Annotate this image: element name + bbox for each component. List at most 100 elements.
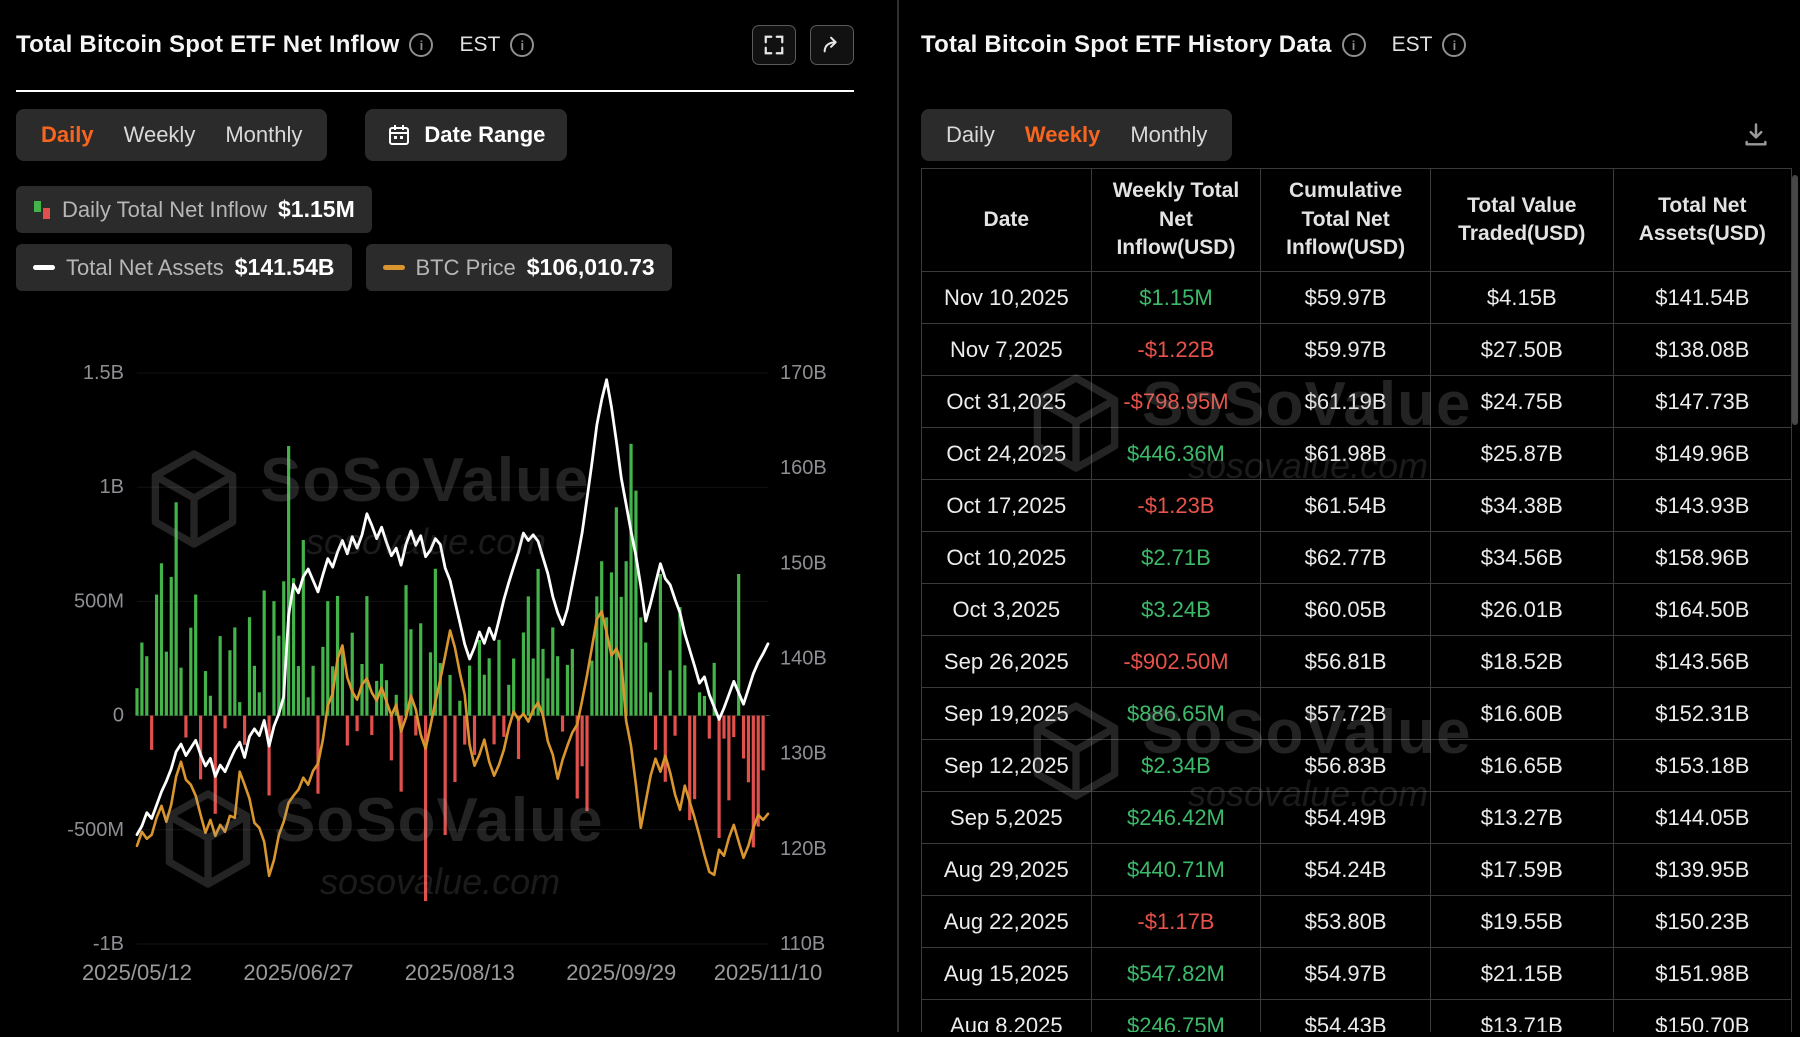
page-title: Total Bitcoin Spot ETF Net Inflow: [16, 31, 400, 58]
right-axis-label: 150B: [780, 552, 827, 574]
table-cell-traded: $24.75B: [1429, 375, 1614, 428]
inflow-bar: [727, 715, 731, 801]
table-cell-traded: $25.87B: [1429, 427, 1614, 480]
inflow-bar: [639, 617, 643, 716]
history-tab-monthly[interactable]: Monthly: [1130, 122, 1208, 147]
inflow-bar: [159, 563, 164, 716]
inflow-bar: [712, 662, 716, 716]
inflow-bar: [492, 715, 496, 745]
table-cell-inflow: $246.75M: [1090, 999, 1262, 1032]
inflow-bar: [238, 702, 242, 716]
inflow-bar: [355, 715, 359, 732]
inflow-bar: [453, 715, 457, 783]
download-button[interactable]: [1742, 121, 1770, 149]
fullscreen-button[interactable]: [752, 25, 796, 65]
history-tab-daily[interactable]: Daily: [946, 122, 995, 147]
inflow-bar: [419, 623, 423, 716]
table-cell-cumulative: $54.24B: [1260, 843, 1431, 896]
table-cell-assets: $139.95B: [1612, 843, 1792, 896]
history-tab-weekly[interactable]: Weekly: [1024, 122, 1101, 147]
net-assets-line: [135, 378, 770, 836]
table-row: Aug 15,2025 $547.82M $54.97B $21.15B $151.98…: [921, 947, 1792, 1000]
inflow-bar: [145, 656, 149, 716]
inflow-bar: [223, 715, 227, 729]
table-cell-date: Oct 31,2025: [921, 375, 1092, 428]
table-cell-date: Oct 17,2025: [921, 479, 1092, 532]
col-header-value-traded: Total Value Traded(USD): [1429, 168, 1614, 272]
history-title: Total Bitcoin Spot ETF History Data: [921, 31, 1332, 58]
table-cell-traded: $21.15B: [1429, 947, 1614, 1000]
scrollbar-thumb[interactable]: [1792, 175, 1798, 425]
title-info-icon[interactable]: i: [409, 33, 434, 57]
inflow-bar: [203, 671, 208, 716]
inflow-bar: [497, 639, 501, 716]
table-cell-traded: $19.55B: [1429, 895, 1614, 948]
inflow-bar: [702, 695, 707, 716]
table-cell-assets: $149.96B: [1612, 427, 1792, 480]
inflow-bar: [737, 573, 741, 716]
inflow-bar: [423, 715, 428, 902]
assets-legend-label: Total Net Assets: [66, 254, 224, 280]
btc-legend-label: BTC Price: [415, 254, 516, 280]
inflow-bar: [360, 663, 364, 716]
inflow-bar: [707, 715, 711, 739]
table-row: Sep 26,2025 -$902.50M $56.81B $18.52B $143.5…: [921, 635, 1792, 688]
right-axis-label: 170B: [780, 362, 827, 384]
table-row: Nov 10,2025 $1.15M $59.97B $4.15B $141.54B: [921, 271, 1792, 324]
tab-weekly[interactable]: Weekly: [123, 122, 196, 147]
legend-btc-price[interactable]: BTC Price $106,010.73: [365, 244, 672, 291]
inflow-bar: [169, 576, 173, 716]
inflow-bar: [644, 642, 648, 716]
inflow-bar: [668, 670, 672, 716]
inflow-bar: [277, 635, 281, 716]
inflow-bar: [189, 627, 193, 716]
inflow-bar: [316, 715, 320, 794]
date-range-button[interactable]: Date Range: [365, 109, 568, 161]
inflow-bar: [541, 648, 545, 716]
table-cell-traded: $18.52B: [1429, 635, 1614, 688]
table-cell-inflow: $2.34B: [1090, 739, 1262, 792]
inflow-bar: [487, 658, 491, 716]
inflow-bar: [135, 688, 139, 716]
table-cell-cumulative: $56.83B: [1260, 739, 1431, 792]
inflow-bar: [409, 629, 413, 716]
table-cell-date: Nov 7,2025: [921, 323, 1092, 376]
est-info-icon[interactable]: i: [510, 33, 535, 57]
table-cell-assets: $143.56B: [1612, 635, 1792, 688]
inflow-bar: [585, 715, 589, 812]
tab-monthly[interactable]: Monthly: [225, 122, 303, 147]
legend-row-1: Daily Total Net Inflow $1.15M: [16, 186, 372, 233]
inflow-chart[interactable]: 1.5B 1B 500M 0 -500M -1B 170B 160B 150B 140B 130B 1…: [0, 300, 897, 1032]
table-cell-date: Sep 19,2025: [921, 687, 1092, 740]
share-button[interactable]: [810, 25, 854, 65]
table-cell-traded: $26.01B: [1429, 583, 1614, 636]
history-est-label: EST: [1391, 33, 1433, 56]
inflow-bar: [600, 561, 604, 716]
table-cell-inflow: $2.71B: [1090, 531, 1262, 584]
inflow-bar: [463, 715, 467, 745]
inflow-bar: [389, 715, 393, 761]
inflow-bar: [516, 715, 521, 759]
legend-net-assets[interactable]: Total Net Assets $141.54B: [16, 244, 352, 291]
history-est-info-icon[interactable]: i: [1442, 33, 1467, 57]
inflow-bar: [546, 678, 550, 716]
table-cell-assets: $150.23B: [1612, 895, 1792, 948]
inflow-bar: [560, 715, 565, 732]
table-cell-inflow: -$1.17B: [1090, 895, 1262, 948]
btc-price-line: [135, 610, 770, 878]
tab-daily[interactable]: Daily: [41, 122, 94, 147]
download-icon: [1745, 123, 1767, 146]
inflow-bar: [521, 632, 526, 716]
inflow-bar: [472, 715, 477, 755]
history-title-info-icon[interactable]: i: [1341, 33, 1366, 57]
assets-line-icon: [33, 265, 55, 270]
inflow-bar: [717, 715, 721, 839]
legend-daily-inflow[interactable]: Daily Total Net Inflow $1.15M: [16, 186, 372, 233]
table-cell-cumulative: $60.05B: [1260, 583, 1431, 636]
table-cell-inflow: -$1.23B: [1090, 479, 1262, 532]
inflow-bar: [619, 596, 623, 716]
inflow-bar: [732, 715, 736, 738]
table-cell-cumulative: $61.54B: [1260, 479, 1431, 532]
inflow-bar: [233, 627, 237, 716]
table-row: Sep 12,2025 $2.34B $56.83B $16.65B $153.18B: [921, 739, 1792, 792]
